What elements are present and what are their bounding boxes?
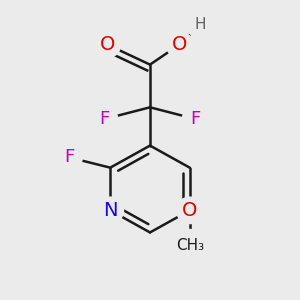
Circle shape [176, 197, 203, 224]
Circle shape [182, 106, 209, 132]
Circle shape [94, 31, 121, 58]
Text: F: F [190, 110, 201, 128]
Text: N: N [103, 201, 118, 220]
Circle shape [56, 144, 82, 171]
Text: O: O [172, 35, 187, 54]
Circle shape [91, 106, 118, 132]
Text: O: O [182, 201, 197, 220]
Text: F: F [99, 110, 110, 128]
Circle shape [174, 230, 206, 262]
Text: CH₃: CH₃ [176, 238, 204, 253]
Text: H: H [194, 17, 206, 32]
Text: F: F [64, 148, 74, 166]
Text: O: O [100, 35, 115, 54]
Circle shape [166, 31, 193, 58]
Circle shape [187, 12, 213, 38]
Circle shape [97, 197, 124, 224]
